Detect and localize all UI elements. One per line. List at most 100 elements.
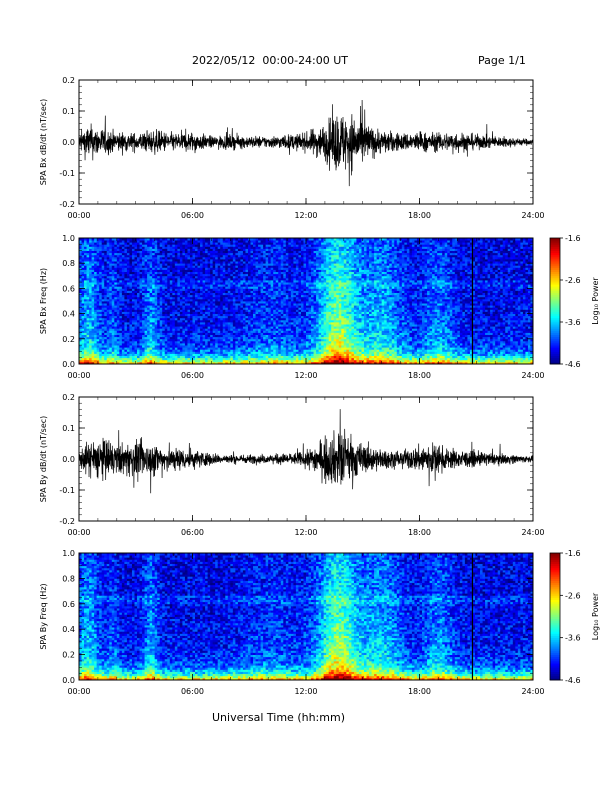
- heatmap-cell: [106, 282, 110, 285]
- heatmap-cell: [157, 355, 161, 359]
- heatmap-cell: [152, 324, 156, 327]
- heatmap-cell: [147, 284, 151, 287]
- heatmap-cell: [195, 347, 198, 350]
- heatmap-cell: [162, 307, 166, 310]
- heatmap-cell: [189, 290, 193, 293]
- heatmap-cell: [101, 330, 105, 333]
- heatmap-cell: [91, 357, 95, 361]
- heatmap-cell: [195, 305, 198, 308]
- heatmap-cell: [159, 265, 163, 268]
- heatmap-cell: [121, 288, 125, 291]
- heatmap-cell: [106, 324, 110, 327]
- heatmap-cell: [207, 259, 211, 262]
- heatmap-cell: [169, 273, 173, 277]
- heatmap-cell: [124, 244, 128, 247]
- x-tick-label: 00:00: [67, 211, 90, 220]
- heatmap-cell: [109, 242, 113, 245]
- heatmap-cell: [189, 267, 193, 270]
- heatmap-cell: [152, 265, 156, 268]
- heatmap-cell: [139, 250, 143, 254]
- heatmap-cell: [139, 343, 143, 346]
- heatmap-cell: [121, 290, 125, 293]
- heatmap-cell: [109, 334, 113, 338]
- heatmap-cell: [172, 307, 176, 310]
- heatmap-cell: [184, 311, 188, 314]
- heatmap-cell: [124, 259, 128, 262]
- heatmap-cell: [84, 317, 87, 321]
- heatmap-cell: [174, 267, 178, 270]
- heatmap-cell: [79, 328, 82, 331]
- heatmap-cell: [195, 338, 198, 342]
- heatmap-cell: [157, 330, 161, 333]
- heatmap-cell: [89, 303, 93, 306]
- heatmap-cell: [215, 340, 219, 344]
- heatmap-cell: [111, 338, 115, 342]
- heatmap-cell: [157, 267, 161, 270]
- heatmap-cell: [202, 275, 206, 279]
- heatmap-cell: [129, 271, 133, 275]
- heatmap-cell: [89, 273, 93, 277]
- heatmap-cell: [114, 242, 118, 245]
- heatmap-cell: [119, 252, 123, 256]
- heatmap-cell: [162, 336, 166, 340]
- heatmap-cell: [131, 296, 135, 300]
- heatmap-cell: [147, 275, 151, 279]
- heatmap-cell: [172, 277, 176, 281]
- heatmap-cell: [144, 338, 148, 342]
- heatmap-cell: [101, 240, 105, 243]
- heatmap-cell: [109, 307, 113, 310]
- heatmap-cell: [114, 322, 118, 325]
- heatmap-cell: [104, 280, 108, 283]
- heatmap-cell: [200, 240, 203, 243]
- heatmap-cell: [162, 286, 166, 289]
- heatmap-cell: [174, 280, 178, 283]
- heatmap-cell: [89, 261, 93, 264]
- heatmap-cell: [144, 238, 148, 241]
- heatmap-cell: [116, 332, 120, 335]
- heatmap-cell: [119, 353, 123, 356]
- heatmap-cell: [142, 294, 145, 298]
- heatmap-cell: [202, 324, 206, 327]
- heatmap-cell: [134, 311, 138, 314]
- heatmap-cell: [126, 309, 130, 312]
- heatmap-cell: [104, 292, 108, 296]
- heatmap-cell: [86, 338, 90, 342]
- heatmap-cell: [205, 246, 209, 249]
- heatmap-cell: [147, 351, 151, 354]
- heatmap-cell: [182, 265, 186, 268]
- heatmap-cell: [116, 317, 120, 321]
- heatmap-cell: [157, 353, 161, 356]
- heatmap-cell: [144, 256, 148, 260]
- heatmap-cell: [162, 238, 166, 241]
- heatmap-cell: [124, 309, 128, 312]
- heatmap-cell: [174, 353, 178, 356]
- heatmap-cell: [189, 309, 193, 312]
- heatmap-cell: [109, 244, 113, 247]
- heatmap-cell: [197, 361, 201, 365]
- heatmap-cell: [154, 259, 158, 262]
- heatmap-cell: [109, 353, 113, 356]
- heatmap-cell: [94, 322, 98, 325]
- heatmap-cell: [184, 338, 188, 342]
- heatmap-cell: [129, 332, 133, 335]
- heatmap-cell: [139, 338, 143, 342]
- heatmap-cell: [210, 338, 214, 342]
- heatmap-cell: [99, 246, 103, 249]
- heatmap-cell: [200, 298, 203, 302]
- heatmap-cell: [104, 330, 108, 333]
- heatmap-cell: [200, 328, 203, 331]
- heatmap-cell: [184, 240, 188, 243]
- heatmap-cell: [179, 351, 183, 354]
- heatmap-cell: [159, 315, 163, 319]
- heatmap-cell: [137, 336, 140, 340]
- heatmap-cell: [114, 246, 118, 249]
- heatmap-cell: [124, 305, 128, 308]
- heatmap-cell: [187, 288, 191, 291]
- heatmap-cell: [101, 244, 105, 247]
- heatmap-cell: [177, 303, 181, 306]
- heatmap-cell: [121, 332, 125, 335]
- heatmap-cell: [91, 303, 95, 306]
- heatmap-cell: [124, 307, 128, 310]
- heatmap-cell: [124, 273, 128, 277]
- heatmap-cell: [104, 315, 108, 319]
